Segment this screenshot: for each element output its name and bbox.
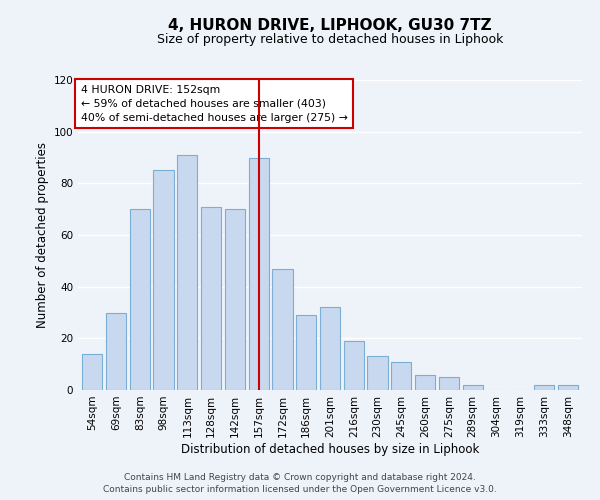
Text: Contains HM Land Registry data © Crown copyright and database right 2024.
Contai: Contains HM Land Registry data © Crown c… [103,473,497,494]
Bar [82,354,103,390]
Bar [463,385,483,390]
Bar [557,385,578,390]
Bar [154,170,173,390]
Bar [201,206,221,390]
Text: 4 HURON DRIVE: 152sqm
← 59% of detached houses are smaller (403)
40% of semi-det: 4 HURON DRIVE: 152sqm ← 59% of detached … [80,84,347,122]
Bar [391,362,412,390]
Bar [439,377,459,390]
Bar [344,341,364,390]
Bar [296,315,316,390]
Bar [367,356,388,390]
Bar [272,268,293,390]
Bar [415,374,435,390]
Y-axis label: Number of detached properties: Number of detached properties [36,142,49,328]
Bar [248,158,269,390]
Bar [225,209,245,390]
Bar [320,308,340,390]
Text: 4, HURON DRIVE, LIPHOOK, GU30 7TZ: 4, HURON DRIVE, LIPHOOK, GU30 7TZ [168,18,492,32]
Bar [534,385,554,390]
Text: Size of property relative to detached houses in Liphook: Size of property relative to detached ho… [157,32,503,46]
Bar [130,209,150,390]
Bar [177,155,197,390]
X-axis label: Distribution of detached houses by size in Liphook: Distribution of detached houses by size … [181,442,479,456]
Bar [106,312,126,390]
